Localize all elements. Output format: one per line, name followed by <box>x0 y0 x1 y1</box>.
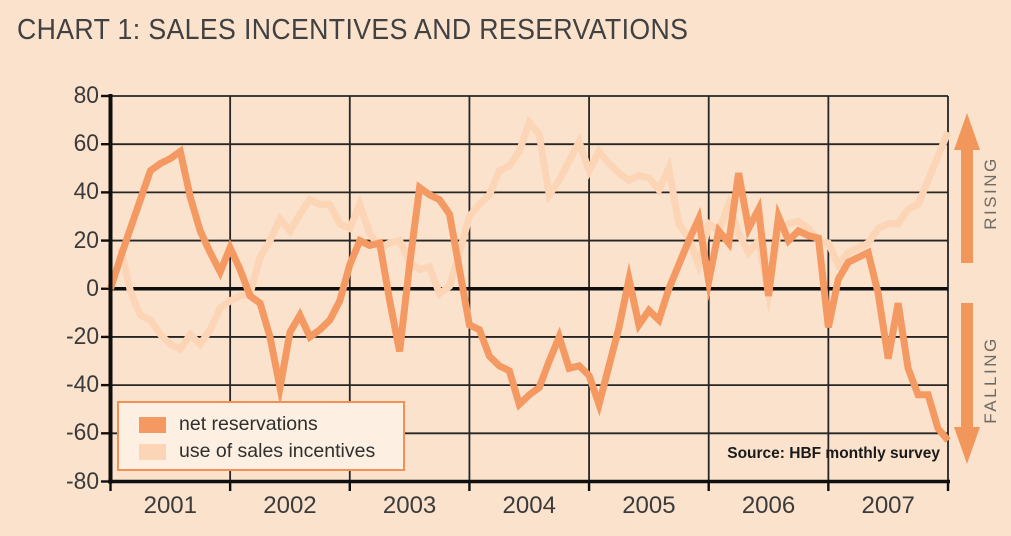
y-tick-label: -40 <box>66 371 99 399</box>
legend-item-sales-incentives: use of sales incentives <box>139 438 403 465</box>
y-tick-label: 0 <box>86 274 99 302</box>
series-line-use-of-sales-incentives <box>117 115 952 354</box>
legend-label-net-reservations: net reservations <box>179 413 318 435</box>
x-year-label: 2007 <box>861 492 915 519</box>
x-year-label: 2005 <box>622 492 676 519</box>
y-tick-label: 60 <box>73 130 99 158</box>
rising-label: RISING <box>981 156 1000 230</box>
y-tick-label: -60 <box>66 419 99 447</box>
falling-arrow-icon <box>954 303 980 464</box>
x-year-label: 2004 <box>502 492 556 519</box>
legend-label-sales-incentives: use of sales incentives <box>179 440 376 462</box>
y-tick-label: 20 <box>73 226 99 254</box>
chart-title: CHART 1: SALES INCENTIVES AND RESERVATIO… <box>17 14 689 46</box>
x-year-label: 2006 <box>741 492 796 519</box>
net-reservations-swatch-icon <box>139 416 166 433</box>
x-year-label: 2001 <box>143 492 197 519</box>
x-year-label: 2002 <box>263 492 317 519</box>
legend-item-net-reservations: net reservations <box>139 411 403 438</box>
source-note: Source: HBF monthly survey <box>727 445 940 462</box>
y-tick-label: -20 <box>66 322 99 350</box>
series-line-net-reservations <box>107 145 951 443</box>
sales-incentives-swatch-icon <box>139 443 166 460</box>
y-tick-label: -80 <box>66 467 99 495</box>
y-tick-label: 40 <box>73 178 99 206</box>
legend: net reservations use of sales incentives <box>117 401 405 471</box>
rising-arrow-icon <box>954 113 980 263</box>
y-tick-label: 80 <box>73 82 99 109</box>
falling-label: FALLING <box>981 336 1000 424</box>
x-year-label: 2003 <box>382 492 437 519</box>
